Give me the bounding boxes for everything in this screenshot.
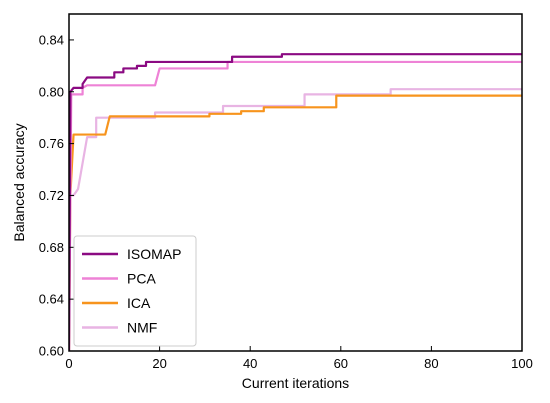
- series-line-nmf: [69, 88, 522, 197]
- y-tick-label: 0.72: [39, 188, 64, 203]
- x-tick-label: 80: [424, 356, 438, 371]
- series-line-pca: [69, 60, 522, 351]
- legend-frame: [73, 235, 197, 347]
- legend-label-pca: PCA: [127, 271, 156, 287]
- y-tick-label: 0.80: [39, 84, 64, 99]
- y-tick-label: 0.60: [39, 344, 64, 359]
- y-tick-label: 0.84: [39, 32, 64, 47]
- x-axis-ticks: 0 20 40 60 80 100: [65, 346, 533, 371]
- x-tick-label: 60: [334, 356, 348, 371]
- y-tick-label: 0.64: [39, 292, 64, 307]
- series-line-ica: [69, 94, 522, 351]
- y-tick-label: 0.68: [39, 240, 64, 255]
- x-tick-label: 100: [511, 356, 533, 371]
- x-axis-label: Current iterations: [242, 375, 349, 391]
- x-tick-label: 20: [152, 356, 166, 371]
- legend: ISOMAP PCA ICA NMF: [73, 235, 197, 347]
- legend-label-isomap: ISOMAP: [127, 246, 181, 262]
- series-layer: [69, 53, 522, 351]
- series-line-isomap: [69, 53, 522, 351]
- plot-frame: [68, 13, 523, 352]
- y-axis-ticks: 0.60 0.64 0.68 0.72 0.76 0.80 0.84: [39, 32, 74, 359]
- y-axis-label: Balanced accuracy: [11, 123, 27, 241]
- x-tick-label: 0: [65, 356, 72, 371]
- y-tick-label: 0.76: [39, 136, 64, 151]
- legend-label-ica: ICA: [127, 295, 151, 311]
- legend-label-nmf: NMF: [127, 320, 157, 336]
- x-tick-label: 40: [243, 356, 257, 371]
